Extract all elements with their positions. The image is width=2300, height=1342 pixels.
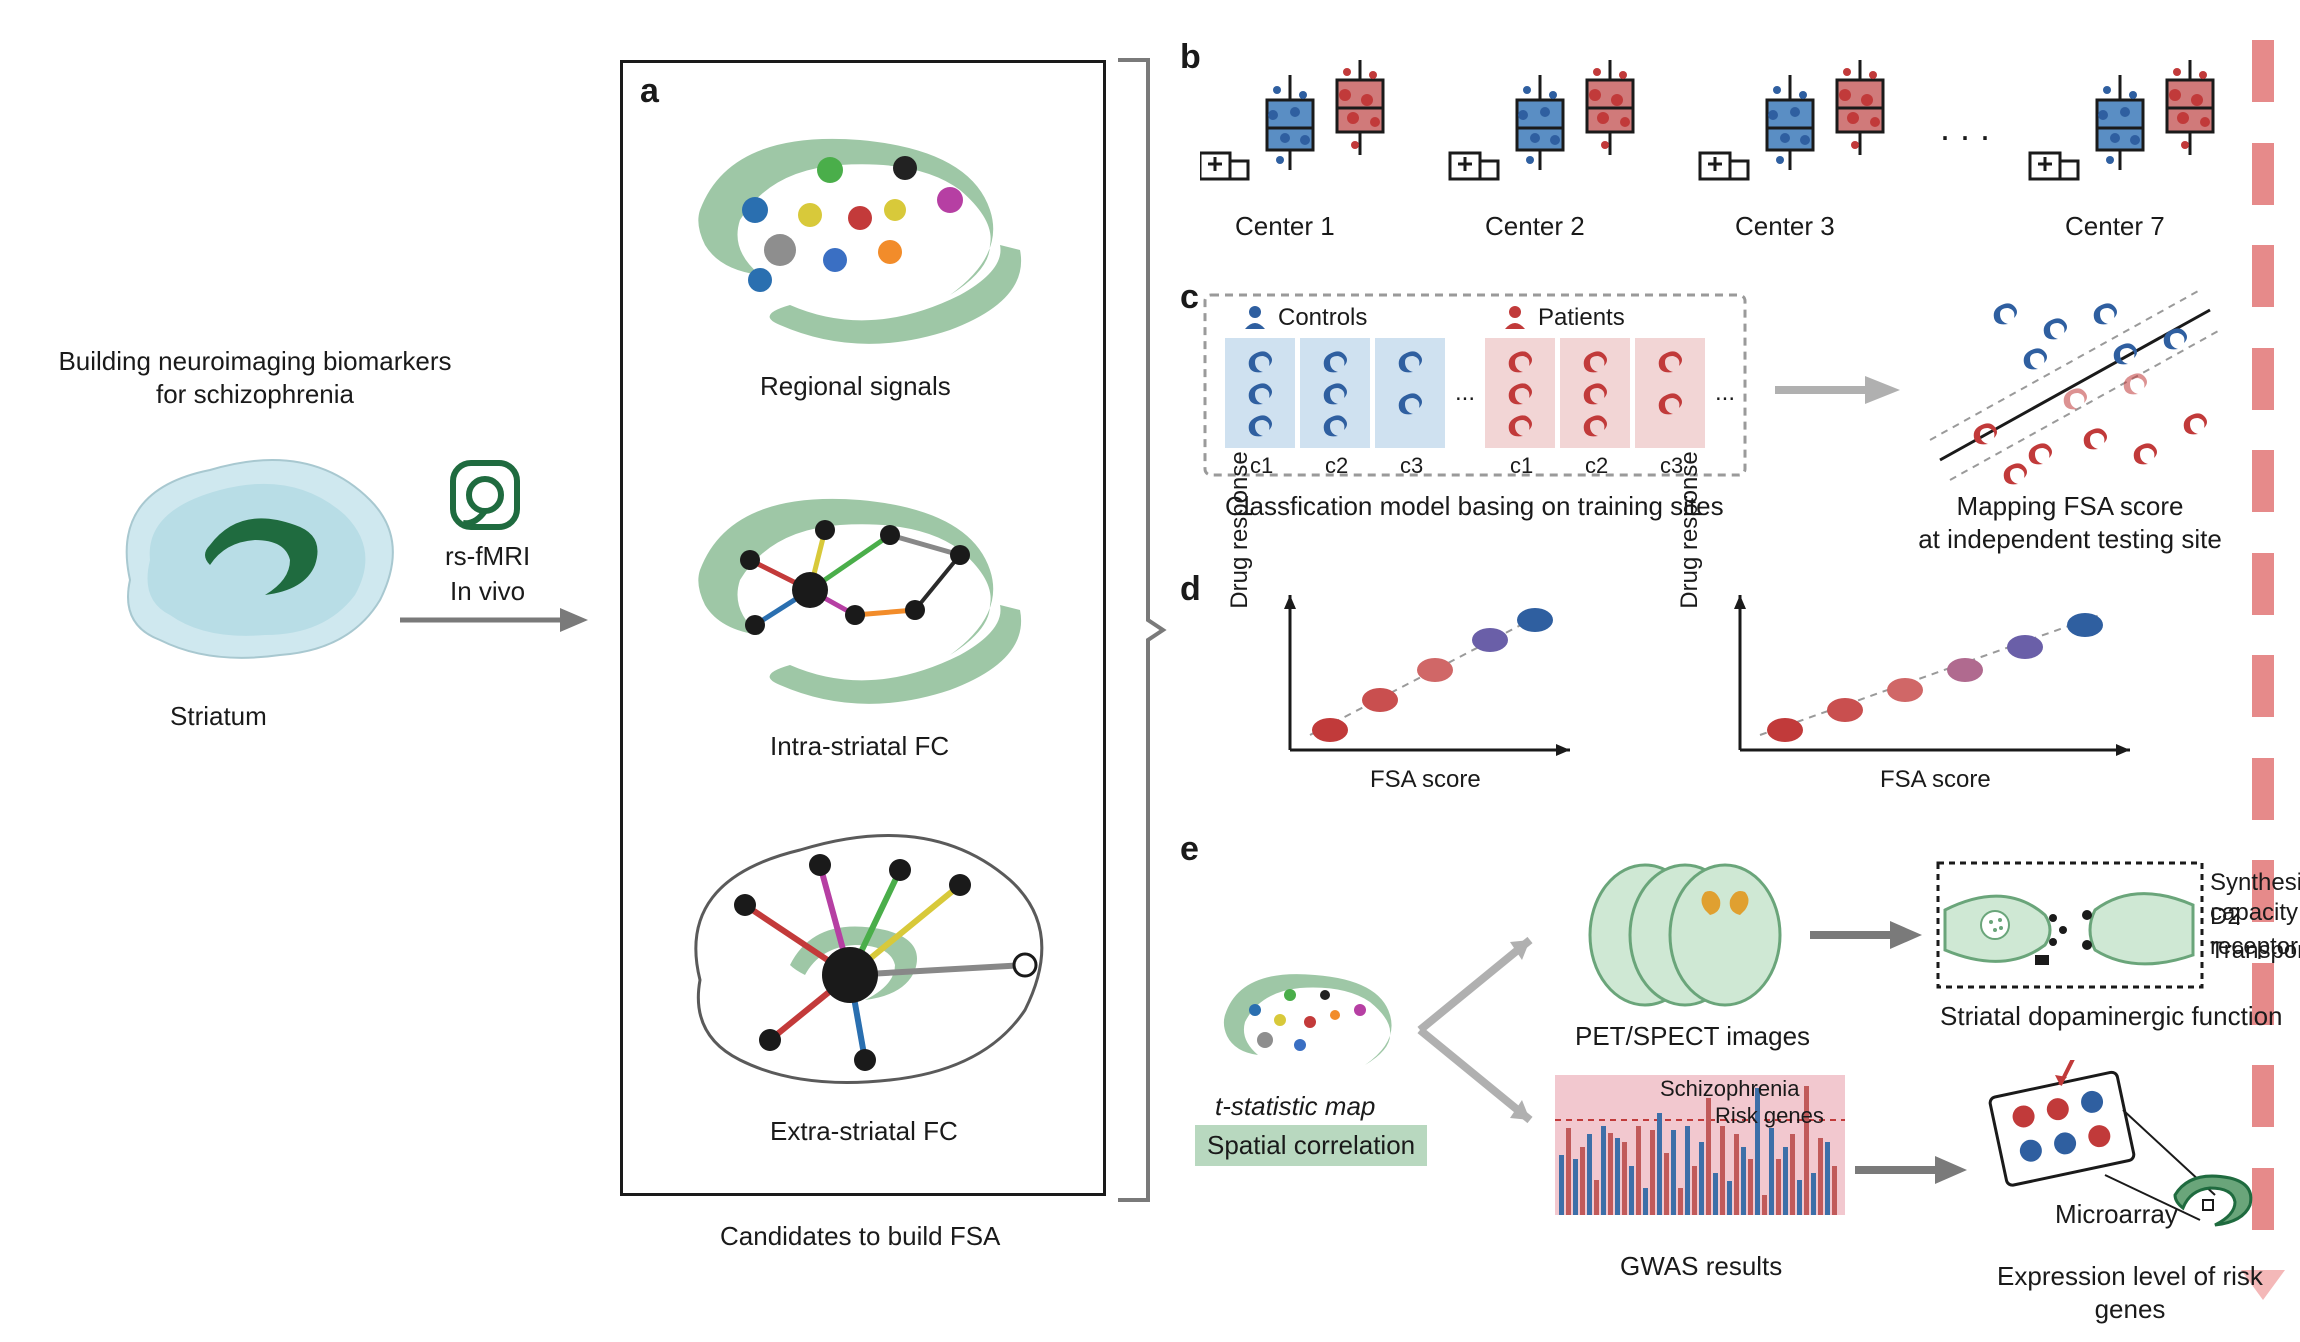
panel-letter-b: b xyxy=(1180,38,1201,77)
dash-segment xyxy=(2252,553,2274,615)
extra-fc-label: Extra-striatal FC xyxy=(770,1115,958,1148)
striatum-intra-fc-icon xyxy=(660,460,1060,720)
x-axis-label: FSA score xyxy=(1370,765,1481,795)
center-label: Center 7 xyxy=(2065,210,2165,243)
y-axis-label: Drug response xyxy=(1675,450,1705,610)
dopa-caption: Striatal dopaminergic function xyxy=(1940,1000,2283,1033)
panel-letter-c: c xyxy=(1180,278,1199,317)
c-label: c1 xyxy=(1510,452,1533,480)
svg-text:...: ... xyxy=(1715,379,1735,406)
pet-spect-icon xyxy=(1570,850,1800,1020)
y-axis-text: Drug response xyxy=(1676,451,1703,608)
microarray-label: Microarray xyxy=(2055,1198,2178,1231)
center-label: Center 3 xyxy=(1735,210,1835,243)
center-label: Center 1 xyxy=(1235,210,1335,243)
tstat-map-icon xyxy=(1200,950,1420,1100)
expression-caption: Expression level of risk genes xyxy=(1960,1260,2300,1325)
panel-c-caption-left: Classfication model basing on training s… xyxy=(1225,490,1724,523)
panel-c-caption-right: Mapping FSA scoreat independent testing … xyxy=(1910,490,2230,555)
c-label: c3 xyxy=(1400,452,1423,480)
dash-segment xyxy=(2252,758,2274,820)
brain-striatum-icon xyxy=(90,430,420,690)
panel-letter-d: d xyxy=(1180,570,1201,609)
panel-a-footer: Candidates to build FSA xyxy=(720,1220,1000,1253)
panel-d-scatter-2 xyxy=(1690,575,2160,785)
brain-extra-fc-icon xyxy=(650,810,1070,1110)
spatial-correlation-label: Spatial correlation xyxy=(1195,1125,1427,1166)
dopaminergic-synapse-icon xyxy=(1935,860,2205,990)
bracket-icon xyxy=(1108,50,1168,1210)
rs-fmri-icon xyxy=(445,455,525,535)
c-label: c2 xyxy=(1585,452,1608,480)
pet-spect-label: PET/SPECT images xyxy=(1575,1020,1810,1053)
striatum-regional-icon xyxy=(660,100,1060,360)
gwas-title-bottom: Risk genes xyxy=(1715,1102,1824,1130)
center-label: Center 2 xyxy=(1485,210,1585,243)
patients-label: Patients xyxy=(1538,303,1625,333)
arrow-icon xyxy=(1855,1150,1975,1190)
arrow-icon xyxy=(1810,915,1930,955)
dopa-line: Transporter xyxy=(2210,936,2300,966)
striatum-label: Striatum xyxy=(170,700,267,733)
y-axis-label: Drug response xyxy=(1225,450,1255,610)
dash-segment xyxy=(2252,40,2274,102)
controls-label: Controls xyxy=(1278,303,1367,333)
figure-root: Building neuroimaging biomarkersfor schi… xyxy=(0,0,2300,1342)
tstat-text: t-statistic map xyxy=(1215,1091,1375,1121)
rs-fmri-label: rs-fMRI xyxy=(445,540,530,573)
tstat-label: t-statistic map xyxy=(1215,1090,1375,1123)
svg-text:. . .: . . . xyxy=(1940,107,1990,148)
gwas-title-top: Schizophrenia xyxy=(1660,1075,1799,1103)
dash-segment xyxy=(2252,143,2274,205)
microarray-icon xyxy=(1975,1060,2275,1270)
regional-signals-label: Regional signals xyxy=(760,370,951,403)
c-label: c2 xyxy=(1325,452,1348,480)
intra-fc-label: Intra-striatal FC xyxy=(770,730,949,763)
panel-d-scatter-1 xyxy=(1240,575,1600,785)
title-left: Building neuroimaging biomarkersfor schi… xyxy=(40,345,470,410)
y-axis-text: Drug response xyxy=(1226,451,1253,608)
arrow-icon xyxy=(400,600,600,640)
x-axis-label: FSA score xyxy=(1880,765,1991,795)
gwas-caption: GWAS results xyxy=(1620,1250,1782,1283)
svg-text:...: ... xyxy=(1455,379,1475,406)
dash-segment xyxy=(2252,655,2274,717)
panel-letter-e: e xyxy=(1180,830,1199,869)
